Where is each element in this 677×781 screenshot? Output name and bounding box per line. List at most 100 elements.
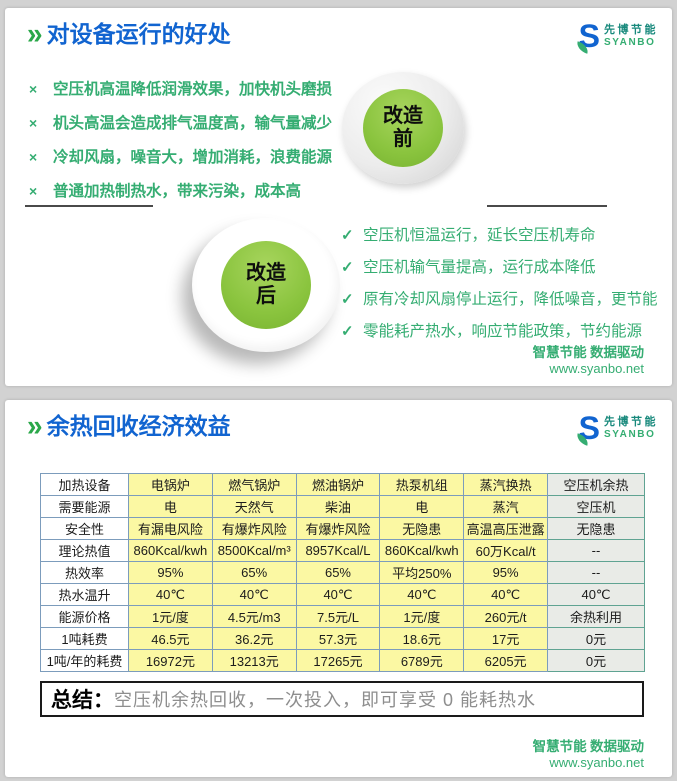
list-item: × 冷却风扇，噪音大，增加消耗，浪费能源	[29, 148, 354, 167]
row-label-cell: 安全性	[40, 517, 129, 540]
table-cell: 36.2元	[211, 627, 297, 650]
table-row: 需要能源电天然气 柴油电蒸汽 空压机	[40, 495, 645, 518]
cross-icon: ×	[29, 115, 38, 131]
table-cell: 18.6元	[379, 627, 465, 650]
table-cell: 有爆炸风险	[211, 517, 297, 540]
page-title-2: 余热回收经济效益	[46, 413, 231, 439]
table-cell: 高温高压泄露	[463, 517, 548, 540]
table-cell: 40℃	[295, 583, 381, 606]
table-cell: 6205元	[463, 649, 548, 672]
column-header: 燃气锅炉	[211, 473, 297, 496]
table-cell: 有漏电风险	[128, 517, 213, 540]
table-cell: 17265元	[295, 649, 381, 672]
row-label-cell: 需要能源	[40, 495, 129, 518]
column-header: 燃油锅炉	[295, 473, 381, 496]
logo-name-cn: 先博节能	[604, 415, 658, 428]
logo-monogram-icon: S	[574, 20, 600, 54]
table-cell: 余热利用	[547, 605, 645, 628]
column-header: 热泵机组	[379, 473, 465, 496]
table-cell: 7.5元/L	[295, 605, 381, 628]
table-cell: 天然气	[211, 495, 297, 518]
slide1-header: » 对设备运行的好处	[27, 17, 231, 50]
table-cell: 40℃	[128, 583, 213, 606]
cons-text: 空压机高温降低润滑效果，加快机头磨损	[53, 81, 333, 98]
cons-text: 普通加热制热水，带来污染，成本高	[53, 183, 302, 200]
table-cell: 有爆炸风险	[295, 517, 381, 540]
table-cell: 4.5元/m3	[211, 605, 297, 628]
cons-text: 机头高温会造成排气温度高，输气量减少	[53, 115, 333, 132]
company-logo: S 先博节能 SYANBO	[574, 412, 658, 446]
table-cell: 0元	[547, 649, 645, 672]
table-cell: 空压机	[547, 495, 645, 518]
table-cell: 65%	[295, 561, 381, 584]
column-header: 电锅炉	[128, 473, 213, 496]
list-item: ✓ 原有冷却风扇停止运行，降低噪音，更节能	[341, 290, 661, 310]
footer-slogan: 智慧节能 数据驱动	[532, 739, 644, 754]
table-cell: 860Kcal/kwh	[379, 539, 465, 562]
table-cell: 电	[379, 495, 465, 518]
table-cell: 57.3元	[295, 627, 381, 650]
cross-icon: ×	[29, 149, 38, 165]
slide-equipment-benefits: » 对设备运行的好处 S 先博节能 SYANBO × 空压机高温降低润滑效果，加快…	[5, 8, 672, 386]
list-item: ✓ 空压机输气量提高，运行成本降低	[341, 258, 661, 278]
logo-name-en: SYANBO	[604, 36, 656, 48]
check-icon: ✓	[341, 227, 354, 244]
summary-text: 空压机余热回收，一次投入，即可享受 0 能耗热水	[114, 690, 537, 710]
cons-text: 冷却风扇，噪音大，增加消耗，浪费能源	[53, 149, 333, 166]
table-cell: 46.5元	[128, 627, 213, 650]
pros-text: 原有冷却风扇停止运行，降低噪音，更节能	[363, 291, 658, 308]
table-row: 1吨耗费 46.5元 36.2元 57.3元 18.6元 17元 0元	[40, 627, 645, 650]
slide2-header: » 余热回收经济效益	[27, 411, 231, 440]
table-cell: 8500Kcal/m³	[211, 539, 297, 562]
table-cell: 17元	[463, 627, 548, 650]
row-label-cell: 能源价格	[40, 605, 129, 628]
double-chevron-icon: »	[27, 17, 42, 50]
logo-name-en: SYANBO	[604, 428, 656, 440]
table-cell: 无隐患	[547, 517, 645, 540]
table-cell: 860Kcal/kwh	[128, 539, 213, 562]
summary-label: 总结：	[51, 689, 114, 712]
slide2-footer: 智慧节能 数据驱动 www.syanbo.net	[533, 738, 644, 771]
table-header-row: 加热设备 电锅炉 燃气锅炉 燃油锅炉 热泵机组 蒸汽换热 空压机余热	[40, 473, 645, 496]
pros-text: 空压机恒温运行，延长空压机寿命	[363, 227, 596, 244]
footer-url: www.syanbo.net	[549, 361, 644, 376]
table-cell: 0元	[547, 627, 645, 650]
before-renovation-label: 改造 前	[383, 105, 423, 150]
table-cell: 40℃	[379, 583, 465, 606]
table-cell: --	[547, 539, 645, 562]
table-cell: 1元/度	[379, 605, 465, 628]
cross-icon: ×	[29, 81, 38, 97]
page-title: 对设备运行的好处	[46, 21, 231, 47]
table-row: 热效率 95% 65% 65% 平均250% 95% --	[40, 561, 645, 584]
check-icon: ✓	[341, 291, 354, 308]
column-header: 空压机余热	[547, 473, 645, 496]
table-body: 需要能源电天然气 柴油电蒸汽 空压机 安全性 有漏电风险 有爆炸风险 有爆炸风险 无隐患 高温高…	[40, 495, 645, 672]
slide-economic-benefits: » 余热回收经济效益 S 先博节能 SYANBO 加热设备 电锅炉 燃气锅炉 燃油锅炉…	[5, 400, 672, 777]
table-row: 能源价格 1元/度 4.5元/m3 7.5元/L 1元/度 260元/t 余热利用	[40, 605, 645, 628]
check-icon: ✓	[341, 323, 354, 340]
table-cell: 95%	[128, 561, 213, 584]
column-header: 蒸汽换热	[463, 473, 548, 496]
table-cell: 无隐患	[379, 517, 465, 540]
list-item: × 普通加热制热水，带来污染，成本高	[29, 182, 354, 201]
row-label-cell: 1吨耗费	[40, 627, 129, 650]
list-item: × 机头高温会造成排气温度高，输气量减少	[29, 114, 354, 133]
table-cell: 电	[128, 495, 213, 518]
table-cell: 260元/t	[463, 605, 548, 628]
after-renovation-inner: 改造 后	[221, 241, 311, 329]
table-cell: 6789元	[379, 649, 465, 672]
table-row: 安全性 有漏电风险 有爆炸风险 有爆炸风险 无隐患 高温高压泄露 无隐患	[40, 517, 645, 540]
pros-list: ✓ 空压机恒温运行，延长空压机寿命 ✓ 空压机输气量提高，运行成本降低 ✓ 原有冷却风扇停…	[341, 226, 661, 354]
pros-text: 空压机输气量提高，运行成本降低	[363, 259, 596, 276]
list-item: × 空压机高温降低润滑效果，加快机头磨损	[29, 80, 354, 99]
row-label-cell: 1吨/年的耗费	[40, 649, 129, 672]
divider-right	[487, 205, 607, 207]
table-cell: 13213元	[211, 649, 297, 672]
table-cell: 65%	[211, 561, 297, 584]
row-label-cell: 热水温升	[40, 583, 129, 606]
cross-icon: ×	[29, 183, 38, 199]
logo-name-cn: 先博节能	[604, 23, 658, 36]
after-renovation-circle: 改造 后	[192, 218, 340, 352]
before-renovation-inner: 改造 前	[363, 89, 443, 167]
company-logo: S 先博节能 SYANBO	[574, 20, 658, 54]
